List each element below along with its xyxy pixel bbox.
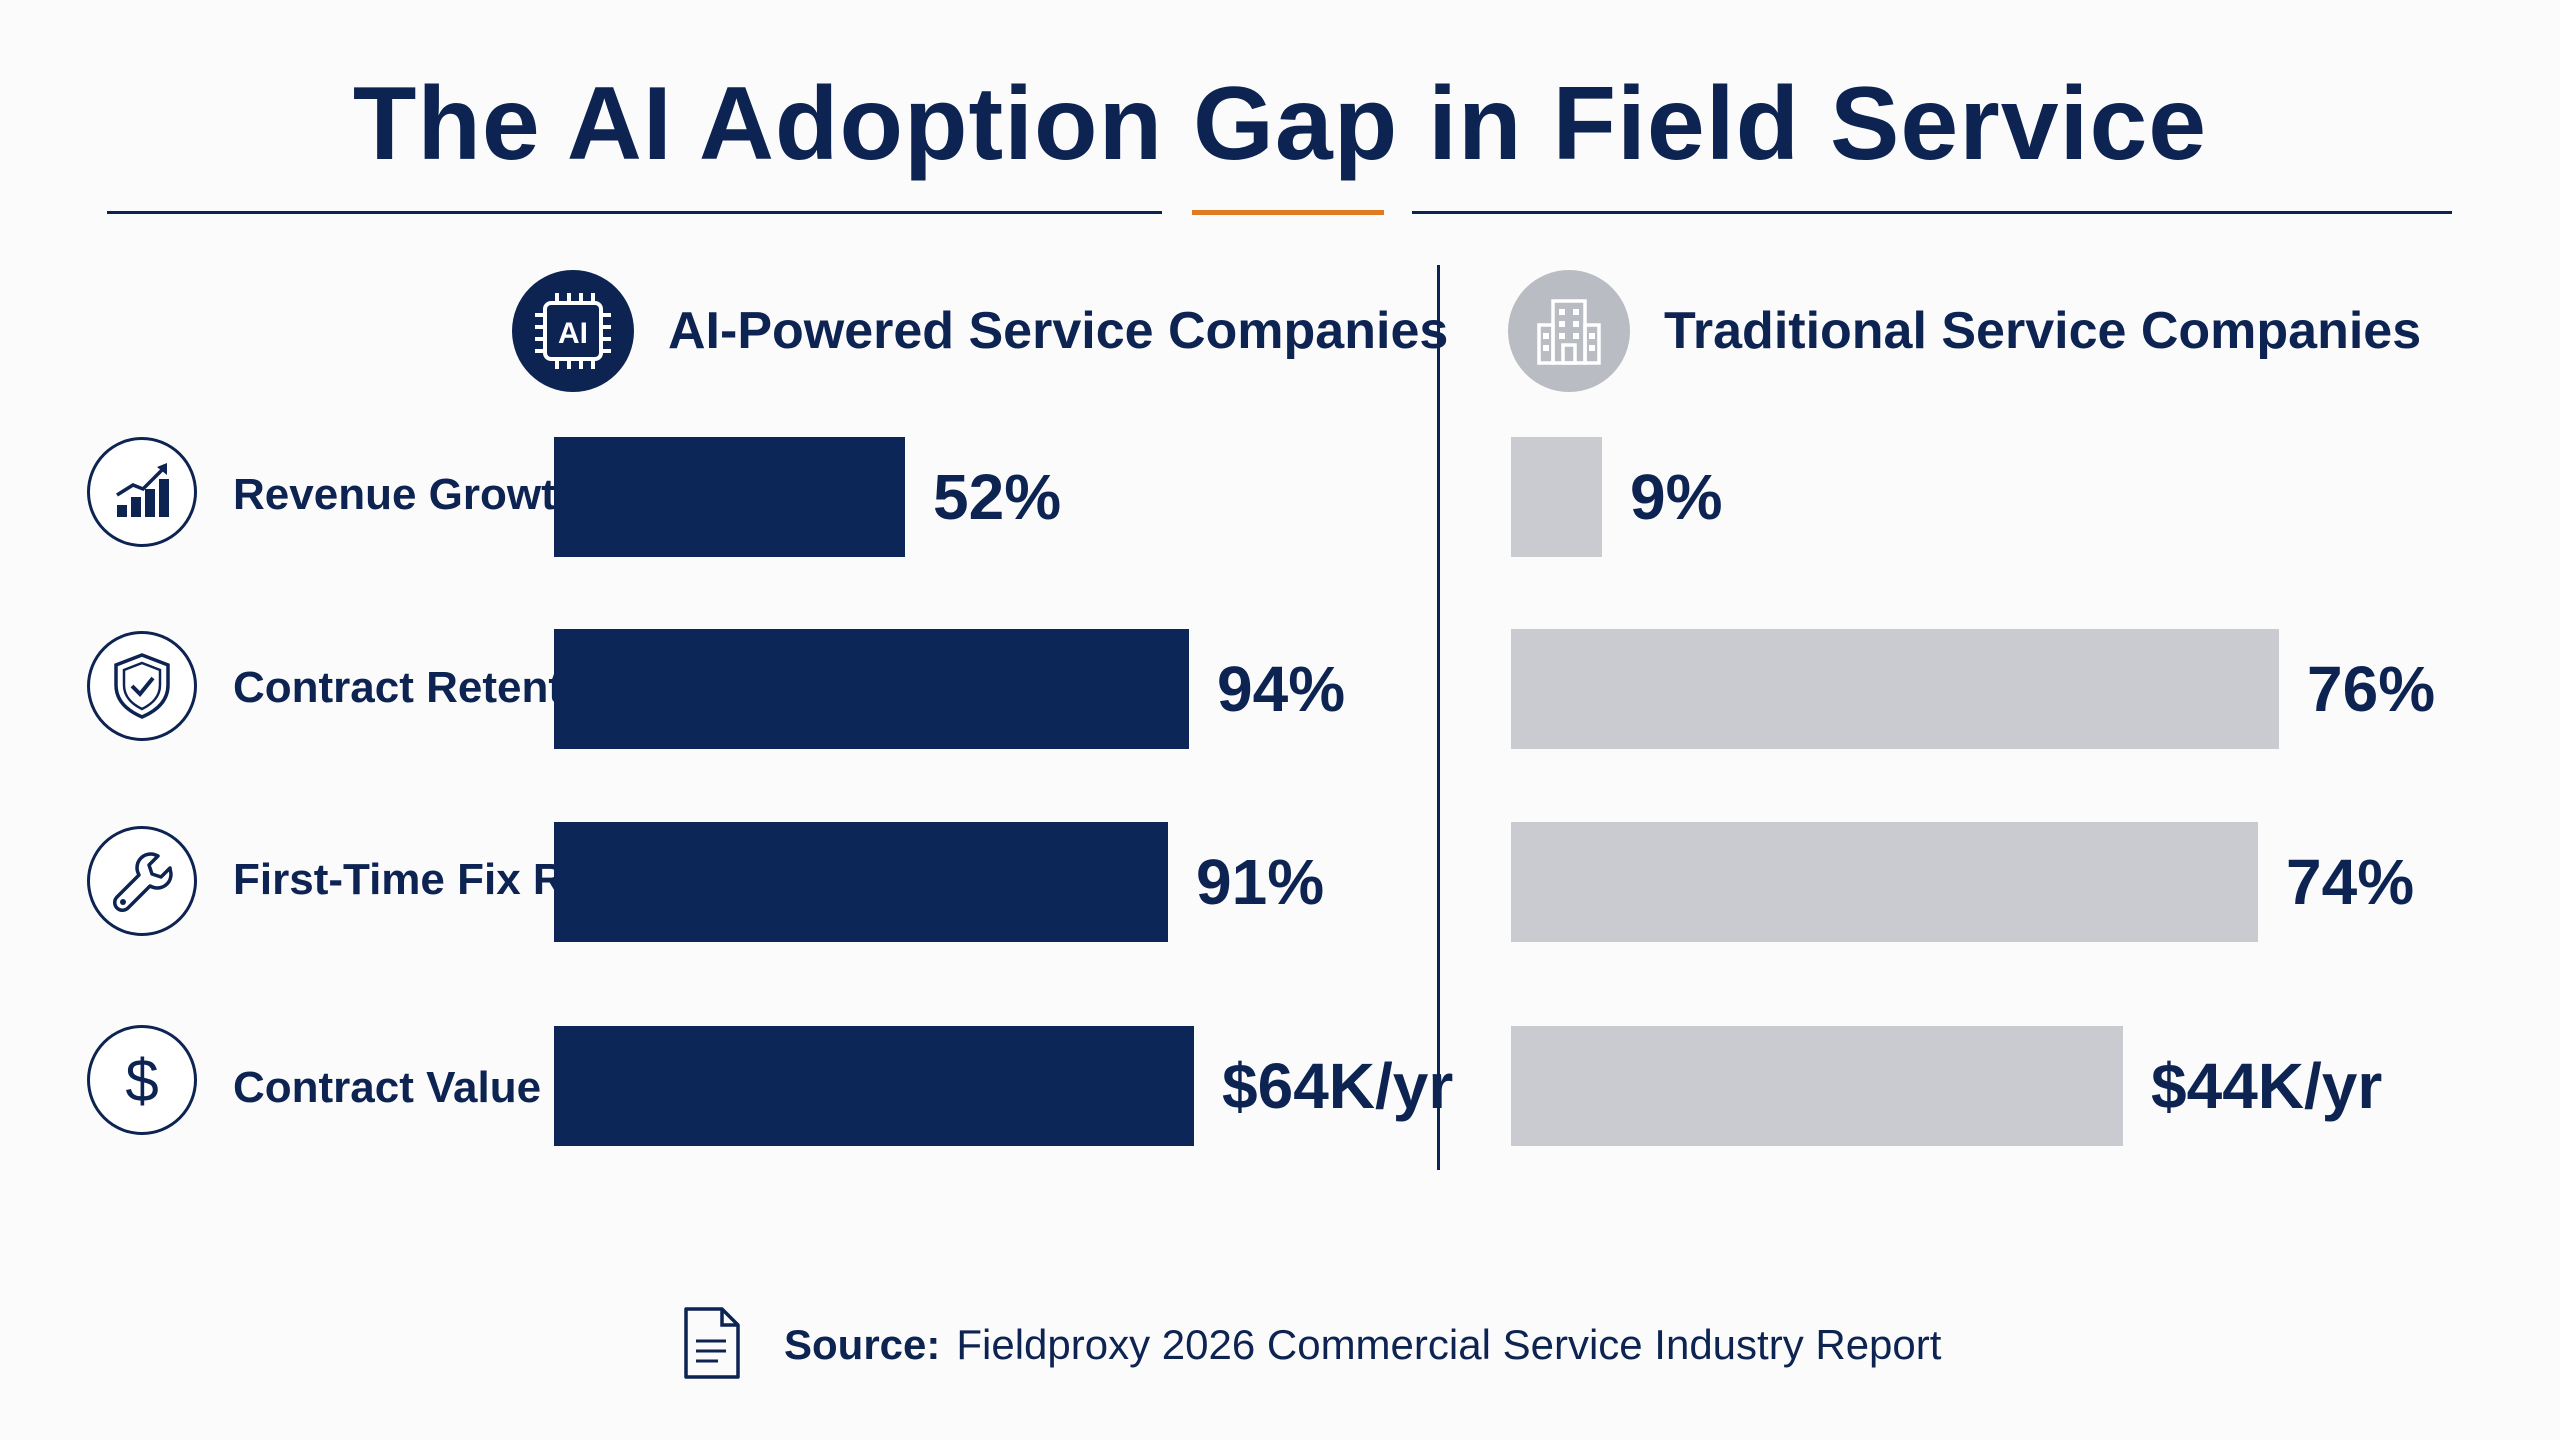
ai-bar-first-time-fix-rate <box>554 822 1168 942</box>
ai-bar-revenue-growth <box>554 437 905 557</box>
ai-bar-contract-value <box>554 1026 1194 1146</box>
traditional-bar-first-time-fix-rate <box>1511 822 2258 942</box>
source-text: Fieldproxy 2026 Commercial Service Indus… <box>956 1321 1942 1368</box>
title-rule-right <box>1412 211 2452 214</box>
traditional-bar-contract-retention <box>1511 629 2279 749</box>
ai-bar-contract-retention <box>554 629 1189 749</box>
ai-value-revenue-growth: 52% <box>933 461 1062 533</box>
chart-growth-icon <box>87 437 197 547</box>
title-rule-left <box>107 211 1162 214</box>
shield-check-icon <box>87 631 197 741</box>
document-icon <box>680 1305 744 1386</box>
metric-label-contract-value: Contract Value <box>233 1063 542 1112</box>
svg-text:$: $ <box>125 1047 158 1114</box>
ai-panel-header: AI AI-Powered Service Companies <box>512 270 1448 392</box>
panel-divider <box>1437 265 1440 1170</box>
ai-panel-title: AI-Powered Service Companies <box>668 302 1449 360</box>
ai-value-first-time-fix-rate: 91% <box>1196 846 1325 918</box>
traditional-bar-revenue-growth <box>1511 437 1602 557</box>
page-title: The AI Adoption Gap in Field Service <box>352 66 2208 182</box>
ai-value-contract-value: $64K/yr <box>1222 1050 1454 1122</box>
source-footer: Source: Fieldproxy 2026 Commercial Servi… <box>680 1305 1941 1385</box>
ai-chip-label: AI <box>558 317 588 350</box>
metric-label-revenue-growth: Revenue Growth <box>233 470 583 519</box>
building-icon <box>1508 270 1630 392</box>
traditional-value-contract-value: $44K/yr <box>2151 1050 2383 1122</box>
ai-value-contract-retention: 94% <box>1217 653 1346 725</box>
ai-chip-icon: AI <box>512 270 634 392</box>
traditional-bar-contract-value <box>1511 1026 2123 1146</box>
source-label: Source: <box>784 1321 941 1368</box>
traditional-panel-header: Traditional Service Companies <box>1508 270 2421 392</box>
title-rule-accent <box>1192 210 1384 215</box>
traditional-panel-title: Traditional Service Companies <box>1664 302 2422 360</box>
traditional-value-revenue-growth: 9% <box>1630 461 1723 533</box>
traditional-value-first-time-fix-rate: 74% <box>2286 846 2415 918</box>
dollar-icon: $ <box>87 1025 197 1135</box>
wrench-icon <box>87 826 197 936</box>
traditional-value-contract-retention: 76% <box>2307 653 2436 725</box>
